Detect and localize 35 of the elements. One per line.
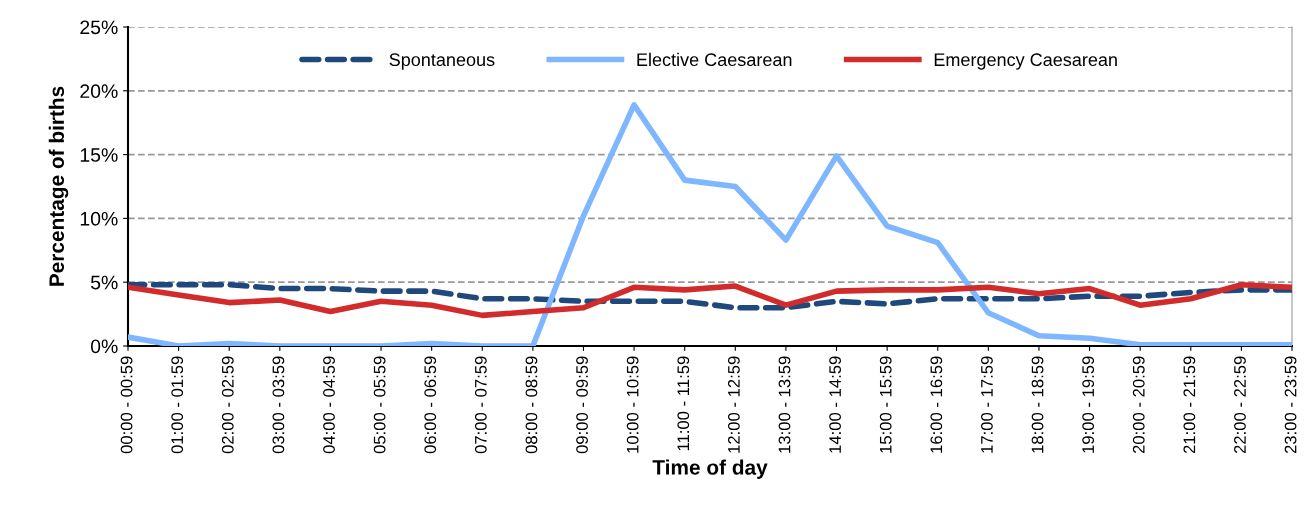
x-tick-label: 20:00 - 20:59	[1132, 356, 1145, 454]
x-axis-title: Time of day	[652, 459, 768, 479]
x-tick-label: 11:00 - 11:59	[677, 356, 690, 451]
x-tick-label: 09:00 - 09:59	[576, 356, 588, 454]
x-tick-label: 02:00 - 02:59	[221, 356, 234, 454]
y-tick-label: 0%	[90, 339, 118, 354]
x-tick-label: 14:00 - 14:59	[829, 356, 841, 453]
y-tick-label: 10%	[80, 211, 118, 226]
x-tick-label: 21:00 - 21:59	[1183, 356, 1196, 454]
x-tick-label: 10:00 - 10:59	[626, 356, 639, 453]
x-tick-label: 15:00 - 15:59	[879, 356, 892, 453]
x-tick-label: 01:00 - 01:59	[171, 356, 184, 454]
x-tick-label: 17:00 - 17:59	[981, 356, 993, 453]
x-tick-label: 16:00 - 16:59	[930, 356, 943, 453]
y-tick-label: 5%	[90, 275, 118, 290]
x-tick-label: 05:00 - 05:59	[373, 356, 386, 454]
legend-label: Elective Caesarean	[637, 52, 792, 67]
y-axis-title: Percentage of births	[48, 86, 69, 286]
y-tick-label: 20%	[80, 84, 118, 99]
x-tick-label: 07:00 - 07:59	[474, 356, 487, 454]
x-tick-label: 00:00 - 00:59	[120, 356, 133, 454]
x-tick-label: 12:00 - 12:59	[727, 356, 740, 453]
x-tick-label: 23:00 - 23:59	[1284, 356, 1297, 454]
legend-label: Spontaneous	[389, 53, 495, 70]
y-tick-label: 15%	[80, 148, 118, 162]
x-tick-label: 18:00 - 18:59	[1031, 356, 1044, 453]
x-tick-label: 22:00 - 22:59	[1234, 356, 1246, 454]
x-tick-label: 04:00 - 04:59	[323, 356, 335, 454]
x-tick-label: 13:00 - 13:59	[778, 356, 791, 453]
x-tick-label: 03:00 - 03:59	[272, 356, 285, 454]
x-tick-label: 08:00 - 08:59	[525, 356, 538, 454]
x-tick-label: 06:00 - 06:59	[424, 356, 437, 454]
legend-label: Emergency Caesarean	[934, 53, 1117, 70]
y-tick-label: 25%	[80, 20, 118, 35]
x-tick-label: 19:00 - 19:59	[1082, 356, 1095, 453]
